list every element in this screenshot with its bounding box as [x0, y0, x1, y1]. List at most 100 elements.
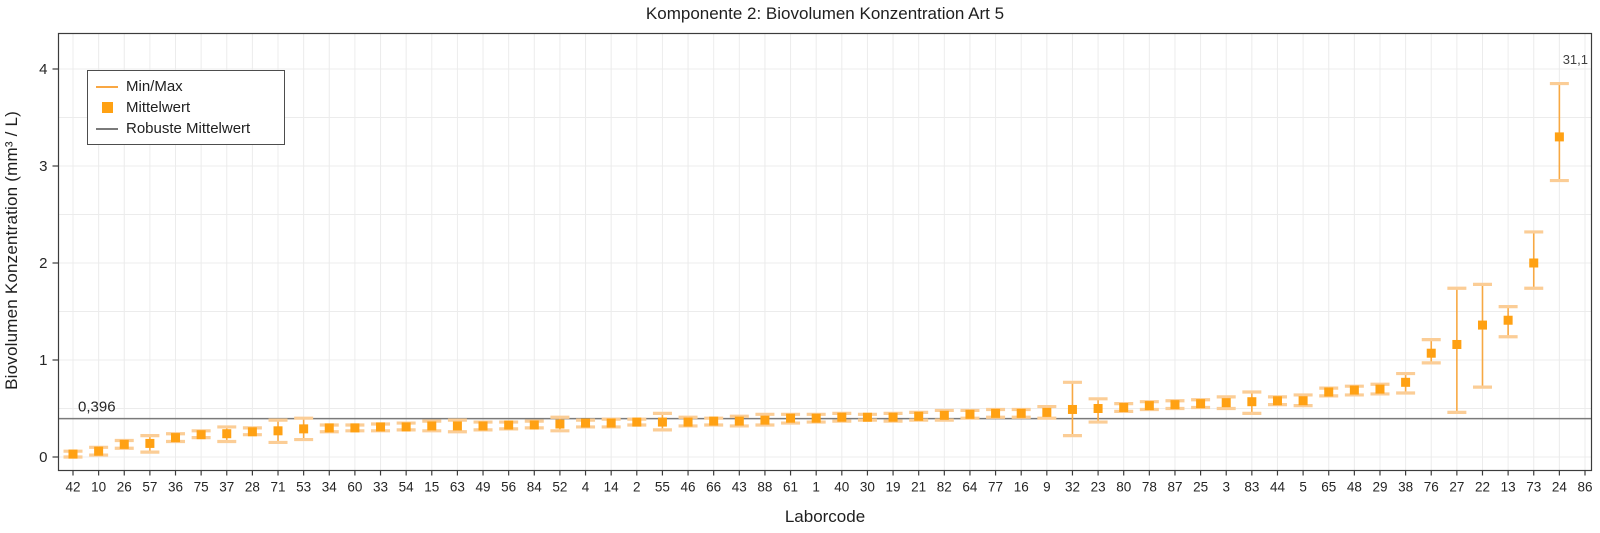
mean-point	[478, 421, 488, 431]
mean-point	[914, 411, 924, 421]
mean-point	[939, 410, 949, 420]
mean-point	[1298, 396, 1308, 406]
legend-item-mittelwert: Mittelwert	[96, 97, 276, 118]
x-tick-label: 42	[65, 480, 80, 495]
chart-title: Komponente 2: Biovolumen Konzentration A…	[645, 4, 1005, 23]
mean-point	[196, 430, 206, 440]
x-tick-label: 52	[552, 480, 567, 495]
mean-point	[760, 415, 770, 425]
mean-point	[632, 417, 642, 427]
mean-point	[376, 422, 386, 432]
x-tick-label: 36	[168, 480, 183, 495]
mean-point	[1426, 348, 1436, 358]
x-tick-label: 33	[373, 480, 388, 495]
mean-point	[811, 413, 821, 423]
x-tick-label: 60	[347, 480, 362, 495]
mean-point	[786, 413, 796, 423]
x-axis-label: Laborcode	[784, 507, 866, 526]
mean-point	[1272, 396, 1282, 406]
x-tick-label: 25	[1193, 480, 1208, 495]
mean-point	[734, 416, 744, 426]
mean-point	[1196, 399, 1206, 409]
x-tick-label: 56	[501, 480, 516, 495]
x-tick-label: 66	[706, 480, 721, 495]
mean-point	[273, 426, 283, 436]
mean-point	[299, 424, 309, 434]
x-tick-label: 22	[1475, 480, 1490, 495]
mean-point	[452, 421, 462, 431]
mean-point	[1221, 398, 1231, 408]
x-tick-label: 84	[527, 480, 543, 495]
mean-point	[68, 449, 78, 459]
legend-item-minmax: Min/Max	[96, 76, 276, 97]
x-tick-label: 44	[1270, 480, 1286, 495]
robust-line-icon	[96, 127, 118, 130]
mean-point	[991, 408, 1001, 418]
mean-point	[1452, 339, 1462, 349]
x-tick-label: 14	[604, 480, 620, 495]
mean-point	[1477, 320, 1487, 330]
x-tick-label: 43	[732, 480, 747, 495]
x-tick-label: 64	[962, 480, 978, 495]
mean-point	[1144, 401, 1154, 411]
mean-point	[401, 422, 411, 432]
x-tick-label: 29	[1372, 480, 1387, 495]
mean-point	[837, 412, 847, 422]
x-tick-label: 2	[633, 480, 641, 495]
x-tick-label: 80	[1116, 480, 1131, 495]
mean-point	[350, 423, 360, 433]
x-tick-label: 24	[1552, 480, 1568, 495]
mean-point	[119, 439, 129, 449]
x-tick-label: 32	[1065, 480, 1080, 495]
x-tick-label: 26	[117, 480, 132, 495]
mean-point	[529, 420, 539, 430]
x-tick-label: 5	[1299, 480, 1307, 495]
mean-point	[709, 416, 719, 426]
robust-mean-annotation: 0,396	[78, 399, 116, 416]
x-tick-label: 63	[450, 480, 465, 495]
x-tick-label: 75	[194, 480, 209, 495]
mean-point	[1119, 403, 1129, 413]
x-tick-label: 82	[937, 480, 952, 495]
x-tick-label: 65	[1321, 480, 1336, 495]
mean-point	[555, 419, 565, 429]
x-tick-label: 34	[322, 480, 338, 495]
mean-point	[1554, 132, 1564, 142]
x-tick-label: 4	[582, 480, 590, 495]
mean-point	[247, 427, 257, 437]
mean-point	[1170, 400, 1180, 410]
legend-label-robust: Robuste Mittelwert	[126, 120, 251, 137]
legend-label-mittelwert: Mittelwert	[126, 99, 191, 116]
mean-point	[1324, 387, 1334, 397]
mean-point	[606, 418, 616, 428]
x-tick-label: 19	[886, 480, 901, 495]
x-tick-label: 57	[142, 480, 157, 495]
mean-point	[1375, 384, 1385, 394]
x-tick-label: 71	[271, 480, 286, 495]
x-tick-label: 54	[399, 480, 415, 495]
x-tick-label: 9	[1043, 480, 1051, 495]
mean-point	[657, 417, 667, 427]
x-tick-label: 76	[1424, 480, 1439, 495]
x-tick-label: 1	[812, 480, 820, 495]
x-tick-label: 73	[1526, 480, 1541, 495]
x-tick-label: 28	[245, 480, 260, 495]
x-tick-label: 86	[1577, 480, 1592, 495]
legend-item-robust: Robuste Mittelwert	[96, 118, 276, 139]
mean-point	[1016, 408, 1026, 418]
x-tick-label: 48	[1347, 480, 1362, 495]
x-tick-label: 55	[655, 480, 670, 495]
x-tick-label: 46	[681, 480, 696, 495]
y-tick-label: 1	[39, 352, 47, 369]
clipped-value-annotation: 31,1	[1563, 52, 1588, 67]
x-tick-label: 37	[219, 480, 234, 495]
x-tick-label: 38	[1398, 480, 1413, 495]
mean-point	[171, 433, 181, 443]
x-tick-label: 49	[476, 480, 491, 495]
x-tick-label: 23	[1091, 480, 1106, 495]
mean-point	[145, 438, 155, 448]
y-tick-label: 0	[39, 449, 47, 466]
legend-label-minmax: Min/Max	[126, 78, 183, 95]
